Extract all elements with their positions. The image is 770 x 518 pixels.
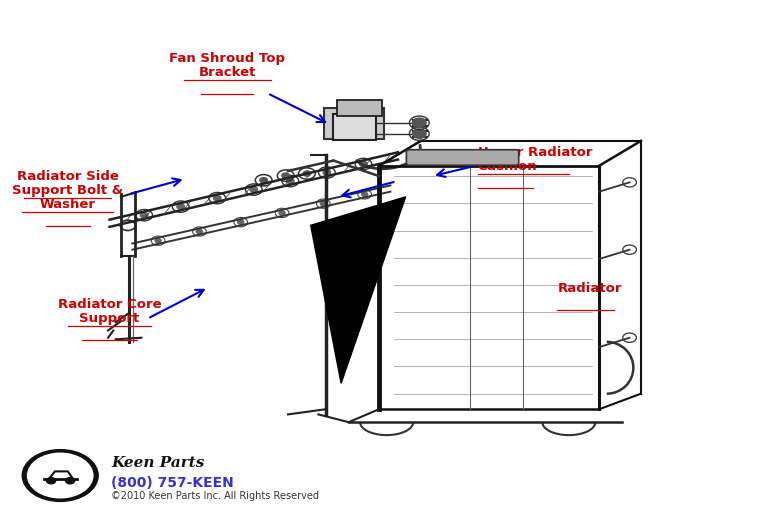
Circle shape (303, 171, 311, 176)
Text: Support: Support (79, 312, 139, 325)
Circle shape (282, 173, 290, 178)
Text: Radiator: Radiator (557, 282, 622, 295)
Text: Washer: Washer (40, 198, 95, 211)
Circle shape (259, 178, 267, 183)
FancyBboxPatch shape (333, 114, 376, 140)
FancyBboxPatch shape (407, 150, 519, 165)
Text: Cushion: Cushion (477, 160, 537, 173)
Text: Bracket: Bracket (199, 66, 256, 79)
Text: Upper Radiator: Upper Radiator (477, 146, 597, 159)
Text: Radiator Side: Radiator Side (17, 170, 119, 183)
Circle shape (286, 179, 294, 184)
FancyBboxPatch shape (323, 108, 384, 139)
Text: Fan Shroud Top: Fan Shroud Top (169, 52, 285, 65)
Circle shape (213, 195, 221, 200)
Circle shape (413, 118, 426, 127)
Circle shape (238, 220, 244, 224)
Text: Keen Parts: Keen Parts (111, 456, 205, 470)
Circle shape (155, 239, 161, 243)
Circle shape (323, 170, 330, 175)
Circle shape (320, 202, 326, 206)
Circle shape (65, 478, 75, 484)
Polygon shape (311, 197, 406, 383)
Text: Support Bolt &: Support Bolt & (12, 184, 123, 197)
Circle shape (196, 229, 203, 234)
Circle shape (46, 478, 55, 484)
Circle shape (413, 129, 426, 138)
Circle shape (250, 187, 258, 192)
Circle shape (22, 450, 98, 501)
Circle shape (140, 212, 148, 218)
Circle shape (28, 453, 93, 498)
Text: (800) 757-KEEN: (800) 757-KEEN (111, 476, 234, 490)
Text: Radiator Core: Radiator Core (58, 298, 162, 311)
Text: ©2010 Keen Parts Inc. All Rights Reserved: ©2010 Keen Parts Inc. All Rights Reserve… (111, 491, 319, 501)
Circle shape (279, 211, 285, 215)
Circle shape (362, 192, 367, 196)
Circle shape (177, 204, 185, 209)
Circle shape (360, 162, 367, 167)
FancyBboxPatch shape (336, 100, 382, 116)
